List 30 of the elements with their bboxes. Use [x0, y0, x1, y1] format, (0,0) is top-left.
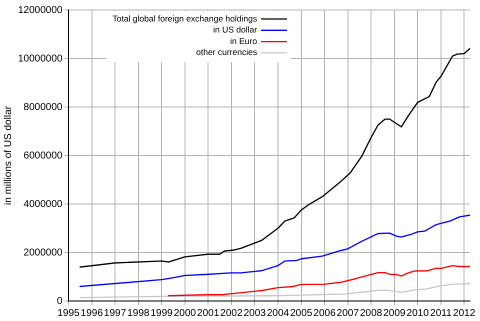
- x-tick-label: 1996: [80, 308, 104, 319]
- legend-label: other currencies: [196, 47, 258, 58]
- legend-label: Total global foreign exchange holdings: [112, 13, 258, 24]
- y-tick-label: 6000000: [24, 150, 63, 162]
- x-tick-label: 1995: [57, 308, 80, 319]
- x-tick-label: 1998: [127, 308, 150, 319]
- x-tick-label: 2012: [453, 308, 476, 319]
- y-tick-label: 0: [56, 296, 63, 307]
- x-tick-label: 2002: [220, 308, 243, 319]
- x-tick-label: 2001: [197, 308, 220, 319]
- x-tick-label: 2010: [406, 308, 430, 319]
- x-tick-label: 2006: [313, 308, 336, 319]
- y-tick-label: 4000000: [24, 198, 63, 210]
- x-tick-label: 2004: [266, 308, 290, 319]
- y-tick-label: 2000000: [24, 247, 63, 258]
- x-tick-label: 2011: [430, 308, 452, 319]
- x-tick-label: 2000: [174, 308, 196, 319]
- y-tick-label: 10000000: [18, 53, 63, 64]
- x-tick-label: 1997: [104, 308, 127, 319]
- legend-label: in US dollar: [213, 24, 258, 35]
- x-tick-label: 2008: [360, 308, 383, 319]
- x-tick-label: 2009: [383, 308, 406, 319]
- x-tick-label: 2005: [290, 308, 313, 319]
- y-tick-label: 8000000: [24, 102, 63, 113]
- x-tick-label: 2003: [244, 308, 266, 319]
- y-tick-label: 12000000: [18, 4, 63, 16]
- x-tick-label: 2007: [336, 308, 360, 319]
- legend-label: in Euro: [230, 36, 258, 46]
- y-axis-title: in millions of US dollar: [2, 105, 14, 205]
- x-tick-label: 1999: [150, 308, 174, 319]
